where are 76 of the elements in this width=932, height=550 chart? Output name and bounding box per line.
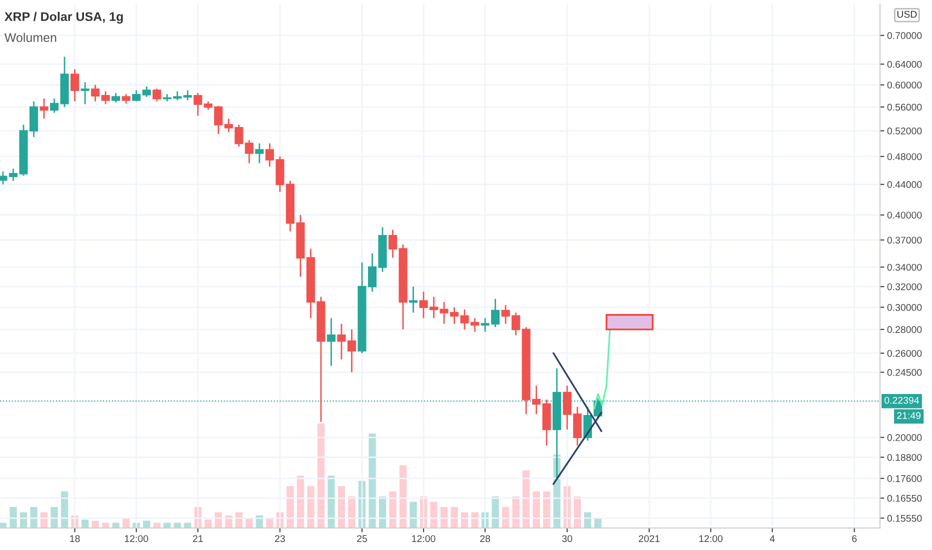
x-tick-label: 12:00 bbox=[412, 535, 436, 542]
x-tick-label: 18 bbox=[70, 535, 80, 542]
bar bbox=[471, 512, 478, 528]
bar bbox=[389, 491, 396, 528]
bar bbox=[317, 423, 325, 528]
candlestick bbox=[326, 317, 336, 366]
bar bbox=[450, 507, 458, 528]
y-tick-label: 0.44000 bbox=[887, 181, 922, 188]
text: 21:49 bbox=[897, 412, 921, 420]
candlestick bbox=[244, 139, 254, 164]
y-tick-label: 0.56000 bbox=[887, 104, 922, 111]
bar bbox=[50, 507, 58, 528]
y-tick-label: 0.15550 bbox=[887, 514, 922, 522]
y-tick-label: 0.26000 bbox=[887, 350, 922, 357]
bar bbox=[81, 520, 89, 528]
y-tick-label: 0.64000 bbox=[887, 60, 922, 68]
candlestick bbox=[132, 90, 141, 102]
candlestick bbox=[101, 90, 110, 105]
bar bbox=[410, 502, 417, 528]
x-tick-label: 28 bbox=[480, 535, 490, 542]
y-tick-label: 0.37000 bbox=[887, 236, 922, 244]
x-tick-label: 2021 bbox=[638, 535, 660, 542]
y-tick-label: 0.60000 bbox=[887, 82, 922, 88]
y-tick-label: 0.32000 bbox=[887, 283, 922, 290]
candlestick bbox=[194, 92, 202, 116]
bar bbox=[399, 465, 407, 528]
x-tick-label: 12:00 bbox=[124, 535, 148, 542]
candlestick bbox=[255, 142, 264, 164]
y-tick-label: 0.16550 bbox=[887, 494, 922, 502]
y-tick-label: 0.48000 bbox=[887, 153, 922, 160]
bar bbox=[112, 522, 120, 528]
y-tick-label: 0.28000 bbox=[887, 326, 922, 334]
candlestick bbox=[70, 68, 80, 102]
x-tick-label: 30 bbox=[562, 535, 572, 542]
x-tick-label: 23 bbox=[275, 535, 285, 542]
x-tick-label: 12:00 bbox=[699, 535, 723, 542]
x-tick-label: 4 bbox=[770, 535, 775, 542]
bar bbox=[286, 486, 294, 528]
candlestick bbox=[40, 98, 48, 120]
candlestick bbox=[122, 93, 130, 104]
y-tick-label: 0.52000 bbox=[887, 128, 922, 134]
candlestick bbox=[142, 86, 151, 98]
bar bbox=[204, 520, 212, 528]
x-tick-label: 21 bbox=[192, 535, 203, 542]
bar bbox=[92, 520, 99, 528]
candlestick bbox=[112, 92, 120, 104]
candlestick bbox=[50, 98, 59, 114]
candlestick bbox=[91, 84, 100, 102]
text: Wolumen bbox=[4, 32, 56, 42]
x-tick-label: 25 bbox=[357, 535, 367, 542]
y-tick-label: 0.17600 bbox=[887, 475, 922, 482]
bar bbox=[10, 507, 17, 528]
y-tick-label: 0.40000 bbox=[887, 212, 922, 219]
y-tick-label: 0.30000 bbox=[887, 304, 922, 311]
bar bbox=[328, 476, 335, 528]
bar bbox=[30, 507, 38, 528]
text: XRP / Dolar USA, 1g bbox=[4, 12, 123, 24]
bar bbox=[338, 486, 346, 528]
y-tick-label: 0.20000 bbox=[887, 434, 922, 442]
bar bbox=[430, 502, 438, 528]
y-tick-label: 0.18800 bbox=[887, 454, 922, 461]
candlestick bbox=[152, 88, 162, 102]
y-axis-title: USD bbox=[897, 10, 917, 18]
bar bbox=[348, 496, 356, 528]
bar bbox=[584, 512, 592, 528]
y-tick-label: 0.34000 bbox=[887, 264, 922, 271]
candlestick bbox=[409, 286, 418, 314]
bar bbox=[143, 520, 150, 528]
x-tick-label: 6 bbox=[852, 535, 857, 542]
bar bbox=[368, 434, 376, 528]
ref-line-label: 0.22394 bbox=[884, 396, 920, 404]
candlestick bbox=[183, 90, 192, 101]
y-tick-label: 0.24500 bbox=[887, 369, 922, 376]
candlestick bbox=[80, 82, 90, 105]
y-tick-label: 0.70000 bbox=[887, 32, 922, 40]
bar bbox=[307, 486, 314, 528]
